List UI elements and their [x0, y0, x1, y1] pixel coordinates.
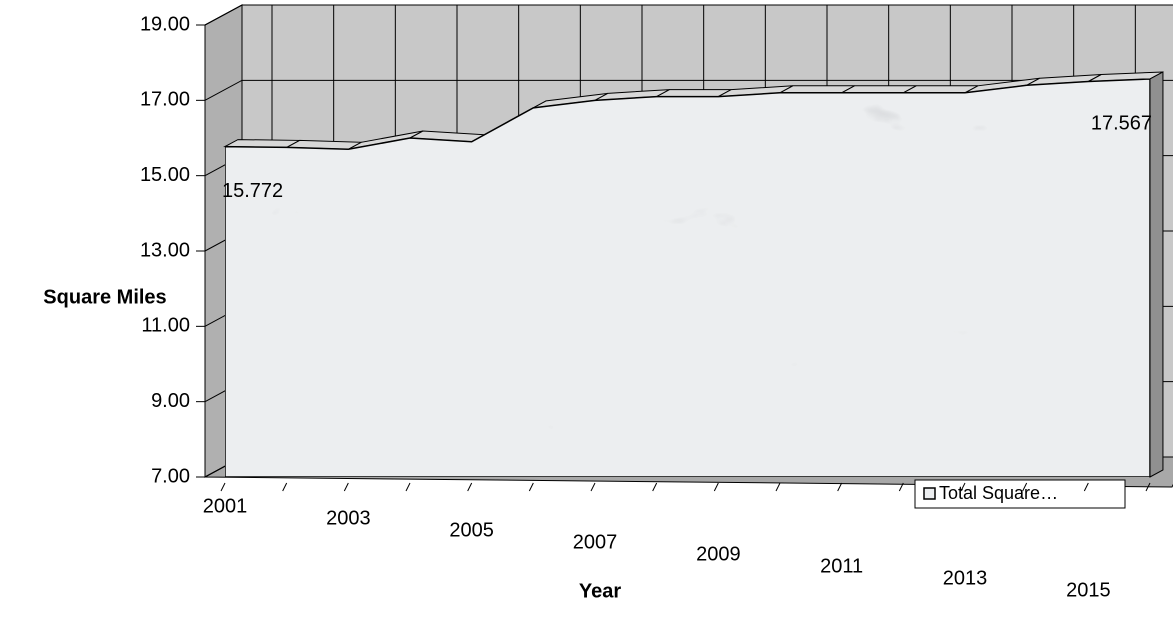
grid-line [204, 79, 1173, 101]
x-tick [528, 482, 534, 492]
legend: Total Square… [914, 479, 1126, 509]
area [224, 78, 1151, 478]
x-tick [1145, 482, 1151, 492]
y-tick-label: 19.00 [140, 13, 190, 35]
x-tick-label: 2001 [203, 495, 248, 517]
x-tick [343, 482, 349, 492]
x-axis-title: Year [579, 580, 621, 602]
y-tick-label: 13.00 [140, 239, 190, 261]
x-tick [713, 482, 719, 492]
x-tick [282, 482, 288, 492]
legend-swatch [923, 487, 936, 500]
x-tick [220, 482, 226, 492]
x-tick [652, 482, 658, 492]
legend-label: Total Square… [939, 483, 1058, 503]
x-tick [960, 482, 966, 492]
y-tick-label: 11.00 [141, 315, 190, 337]
x-tick [837, 482, 843, 492]
y-tick-label: 15.00 [140, 164, 190, 186]
x-tick-label: 2003 [326, 507, 371, 529]
grid-line [204, 4, 1173, 26]
data-label: 15.772 [222, 180, 283, 202]
x-tick-label: 2005 [449, 519, 494, 541]
data-label: 17.567 [1091, 112, 1152, 134]
y-axis-title: Square Miles [43, 286, 166, 308]
x-tick [467, 482, 473, 492]
y-tick-label: 7.00 [151, 465, 190, 487]
x-tick [775, 482, 781, 492]
legend-box [914, 479, 1126, 509]
x-tick [1083, 482, 1089, 492]
y-tick-label: 9.00 [151, 390, 190, 412]
x-tick-label: 2011 [820, 555, 863, 577]
x-tick-label: 2007 [573, 531, 618, 553]
x-tick [1022, 482, 1028, 492]
x-tick-label: 2009 [696, 543, 741, 565]
x-tick-label: 2015 [1066, 579, 1111, 601]
x-tick [590, 482, 596, 492]
x-tick [898, 482, 904, 492]
y-tick-label: 17.00 [140, 89, 190, 111]
x-tick [405, 482, 411, 492]
x-tick-label: 2013 [943, 567, 988, 589]
